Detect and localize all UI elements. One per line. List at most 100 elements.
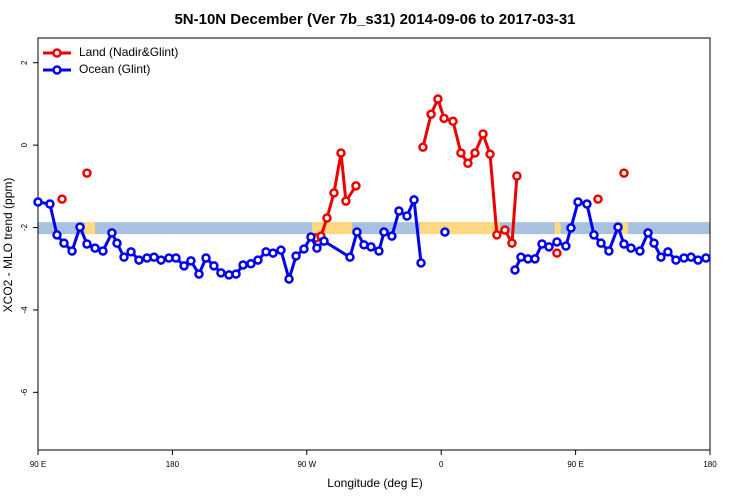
region: [621, 222, 628, 235]
point: [345, 252, 355, 262]
point: [201, 253, 211, 263]
point: [374, 246, 384, 256]
point: [530, 254, 540, 264]
point: [582, 199, 592, 209]
legend-label: Ocean (Glint): [79, 62, 150, 76]
point: [663, 247, 673, 257]
point: [134, 255, 144, 265]
region: [554, 222, 561, 235]
region: [312, 222, 353, 235]
point: [507, 238, 517, 248]
point: [322, 213, 332, 223]
point: [352, 227, 362, 237]
point: [619, 239, 629, 249]
point: [470, 148, 480, 158]
point: [268, 248, 278, 258]
point: [179, 261, 189, 271]
point: [433, 94, 443, 104]
point: [379, 227, 389, 237]
point: [253, 255, 263, 265]
point: [566, 223, 576, 233]
point: [439, 113, 449, 124]
point: [209, 261, 219, 271]
point: [291, 251, 301, 261]
point: [456, 148, 466, 158]
point: [156, 255, 166, 265]
plot-frame: [37, 37, 711, 451]
chart-title: 5N-10N December (Ver 7b_s31) 2014-09-06 …: [174, 11, 575, 28]
point: [512, 171, 522, 181]
x-tick-label: 90 E: [30, 460, 46, 469]
point: [112, 238, 122, 248]
point: [107, 228, 117, 238]
x-tick-label: 90 W: [297, 460, 316, 469]
point: [194, 269, 204, 279]
point: [552, 237, 562, 247]
point: [671, 255, 681, 265]
point: [171, 253, 181, 263]
point: [448, 116, 458, 126]
point: [573, 197, 583, 207]
point: [284, 274, 294, 284]
y-tick-label: -2: [20, 223, 29, 231]
point: [552, 248, 562, 258]
x-tick-label: 0: [439, 460, 444, 469]
point: [126, 247, 136, 257]
point: [186, 256, 196, 266]
point: [67, 246, 77, 256]
point: [701, 253, 711, 263]
point: [593, 194, 603, 204]
point: [98, 246, 108, 256]
point: [351, 181, 361, 191]
series-line: [37, 194, 707, 285]
point: [649, 238, 659, 248]
legend-label: Land (Nadir&Glint): [79, 45, 178, 59]
legend-marker: [52, 48, 62, 58]
point: [33, 197, 43, 207]
x-tick-label: 180: [166, 460, 180, 469]
point: [216, 268, 226, 278]
x-tick-label: 180: [703, 460, 717, 469]
region: [85, 222, 96, 235]
point: [485, 149, 495, 159]
point: [45, 199, 55, 209]
point: [119, 252, 129, 262]
point: [82, 239, 92, 249]
point: [387, 231, 397, 241]
point: [589, 230, 599, 240]
series-line: [316, 99, 624, 243]
x-tick-label: 90 E: [567, 460, 583, 469]
point: [246, 259, 256, 269]
point: [561, 241, 571, 251]
point: [75, 222, 85, 232]
point: [643, 228, 653, 238]
point: [82, 168, 92, 178]
point: [463, 158, 473, 168]
band: [38, 222, 710, 235]
point: [52, 230, 62, 240]
point: [492, 230, 502, 240]
point: [426, 109, 436, 119]
y-axis-label: XCO2 - MLO trend (ppm): [1, 178, 15, 313]
point: [416, 258, 426, 268]
point: [500, 225, 510, 235]
point: [366, 242, 376, 252]
point: [510, 265, 520, 275]
point: [635, 246, 645, 256]
point: [619, 168, 629, 178]
point: [276, 245, 286, 255]
point: [440, 227, 450, 237]
point: [57, 194, 67, 204]
point: [596, 238, 606, 248]
point: [306, 232, 316, 242]
region: [419, 222, 501, 235]
point: [656, 252, 666, 262]
point: [312, 243, 322, 253]
point: [418, 142, 428, 152]
y-tick-label: -4: [20, 306, 29, 314]
y-tick-label: 0: [20, 142, 29, 147]
point: [59, 238, 69, 248]
point: [299, 244, 309, 254]
point: [604, 246, 614, 256]
y-tick-label: 2: [20, 60, 29, 65]
